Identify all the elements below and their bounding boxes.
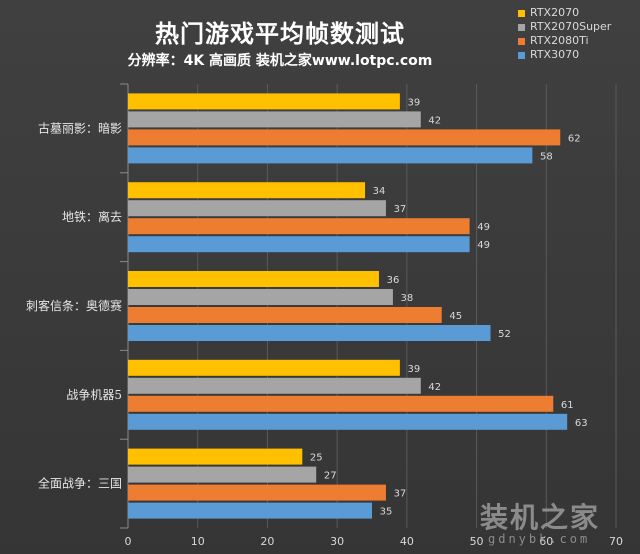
legend-swatch-rtx2080ti (518, 37, 525, 45)
x-tick-label: 30 (330, 535, 344, 548)
legend-label-rtx3070: RTX3070 (530, 48, 580, 61)
data-label: 27 (324, 471, 337, 482)
category-label: 古墓丽影：暗影 (38, 120, 122, 135)
data-label: 37 (394, 489, 407, 500)
chart-title: 热门游戏平均帧数测试 (155, 20, 405, 48)
category-label: 战争机器5 (66, 388, 122, 402)
data-label: 42 (428, 115, 441, 126)
legend-swatch-rtx2070super (518, 23, 525, 31)
legend-item-rtx2070super: RTX2070Super (518, 20, 611, 34)
data-label: 62 (568, 133, 581, 144)
data-label: 34 (373, 186, 386, 197)
legend-swatch-rtx2070 (518, 9, 525, 17)
watermark-logo: 装机之家 (480, 501, 601, 534)
legend-label-rtx2070: RTX2070 (530, 6, 580, 19)
bar-rtx2070super (128, 200, 386, 217)
x-tick-label: 0 (125, 535, 132, 548)
watermark-url: gdnybk.com (488, 532, 591, 546)
data-label: 37 (394, 204, 407, 215)
bar-rtx2070 (128, 359, 400, 376)
x-tick-label: 10 (191, 535, 205, 548)
data-label: 35 (380, 507, 393, 518)
data-label: 36 (387, 275, 400, 286)
legend-item-rtx3070: RTX3070 (518, 48, 611, 62)
bar-rtx3070 (128, 413, 568, 430)
chart-subtitle: 分辨率：4K 高画质 装机之家www.lotpc.com (127, 53, 433, 69)
bar-rtx2070 (128, 448, 303, 465)
x-tick-label: 70 (609, 535, 623, 548)
bar-rtx2070super (128, 377, 421, 394)
bar-rtx2080ti (128, 129, 561, 146)
watermark: 装机之家 gdnybk.com (480, 496, 638, 552)
data-label: 38 (401, 293, 414, 304)
bar-rtx2070 (128, 93, 400, 110)
x-tick-label: 50 (470, 535, 484, 548)
category-label: 全面战争：三国 (38, 476, 122, 491)
data-label: 25 (310, 453, 323, 464)
data-label: 42 (428, 382, 441, 393)
bar-rtx2070super (128, 466, 317, 483)
chart-legend: RTX2070 RTX2070Super RTX2080Ti RTX3070 (518, 6, 611, 62)
data-label: 39 (408, 97, 421, 108)
bar-rtx2080ti (128, 218, 470, 235)
bar-rtx2070super (128, 111, 421, 128)
x-tick-label: 60 (539, 535, 553, 548)
data-label: 58 (540, 151, 553, 162)
legend-swatch-rtx3070 (518, 51, 525, 59)
legend-item-rtx2080ti: RTX2080Ti (518, 34, 611, 48)
bar-rtx3070 (128, 147, 533, 164)
bar-rtx2080ti (128, 395, 554, 412)
data-label: 49 (477, 222, 490, 233)
data-label: 52 (498, 329, 511, 340)
legend-item-rtx2070: RTX2070 (518, 6, 611, 20)
data-label: 39 (408, 364, 421, 375)
category-label: 地铁：离去 (62, 209, 122, 224)
bar-rtx2070 (128, 182, 366, 199)
bar-rtx2070super (128, 289, 393, 305)
bar-rtx2080ti (128, 484, 386, 501)
data-label: 63 (575, 418, 588, 429)
bar-rtx2080ti (128, 307, 442, 323)
legend-label-rtx2080ti: RTX2080Ti (530, 34, 589, 47)
bar-rtx3070 (128, 325, 491, 341)
x-tick-label: 40 (400, 535, 414, 548)
bar-rtx2070 (128, 271, 379, 287)
data-label: 45 (449, 311, 462, 322)
data-label: 61 (561, 400, 574, 411)
data-label: 49 (477, 240, 490, 251)
x-tick-label: 20 (260, 535, 274, 548)
category-label: 刺客信条：奥德赛 (26, 298, 122, 313)
legend-label-rtx2070super: RTX2070Super (530, 20, 612, 33)
bar-rtx3070 (128, 502, 372, 519)
bar-rtx3070 (128, 236, 470, 253)
